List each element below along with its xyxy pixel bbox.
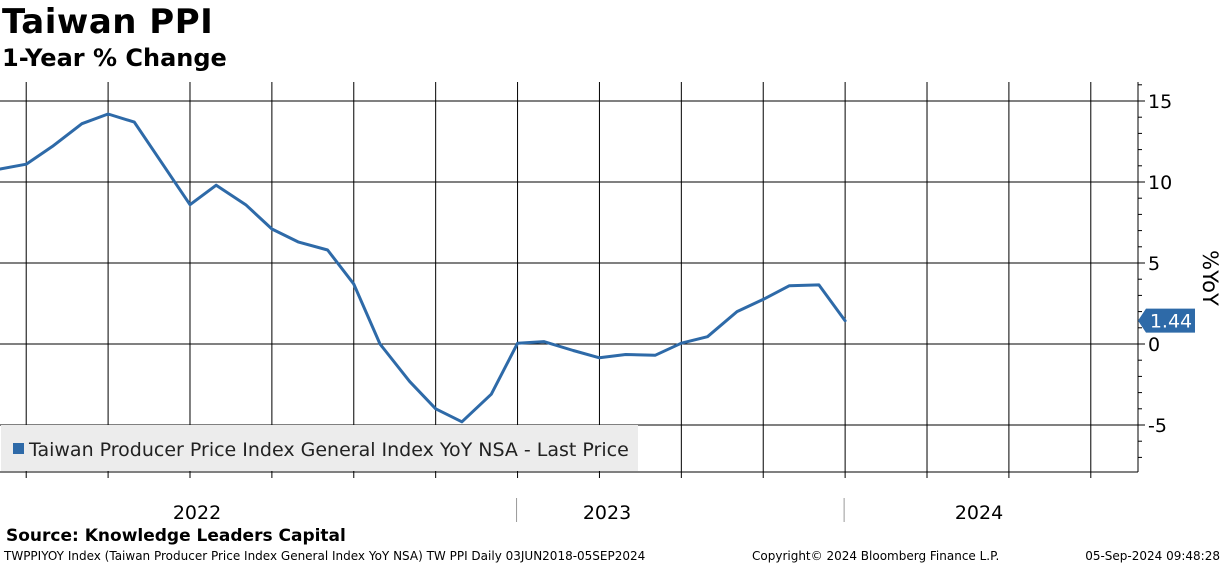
footer-timestamp: 05-Sep-2024 09:48:28 <box>1085 549 1220 563</box>
legend-swatch <box>13 443 24 454</box>
legend-box <box>1 425 638 471</box>
last-price-tag: 1.44 <box>1138 308 1195 333</box>
last-price-value: 1.44 <box>1150 311 1192 333</box>
chart-title: Taiwan PPI <box>2 2 214 42</box>
legend: Taiwan Producer Price Index General Inde… <box>1 425 638 471</box>
footer-description: TWPPIYOY Index (Taiwan Producer Price In… <box>4 549 646 563</box>
y-tick-label: 0 <box>1148 334 1160 356</box>
y-tick-label: 5 <box>1148 253 1160 275</box>
legend-label: Taiwan Producer Price Index General Inde… <box>28 439 629 461</box>
series-line <box>0 112 847 424</box>
last-price-badge <box>1138 308 1195 333</box>
footer-copyright: Copyright© 2024 Bloomberg Finance L.P. <box>752 549 1000 563</box>
x-year-label: 2022 <box>173 502 221 524</box>
axis-labels: 15 10 5 0 -5 2022 2023 2024 %YoY 1.44 <box>173 91 1222 524</box>
grid-lines <box>0 82 1138 472</box>
y-tick-label: 10 <box>1148 172 1172 194</box>
source-note: Source: Knowledge Leaders Capital <box>6 526 346 546</box>
x-year-label: 2023 <box>583 502 631 524</box>
y-tick-label: 15 <box>1148 91 1172 113</box>
axes <box>0 82 1145 522</box>
y-tick-label: -5 <box>1148 415 1167 437</box>
y-axis-title: %YoY <box>1198 250 1222 306</box>
chart-subtitle: 1-Year % Change <box>2 44 227 72</box>
plot-series <box>0 112 847 424</box>
x-year-label: 2024 <box>955 502 1003 524</box>
